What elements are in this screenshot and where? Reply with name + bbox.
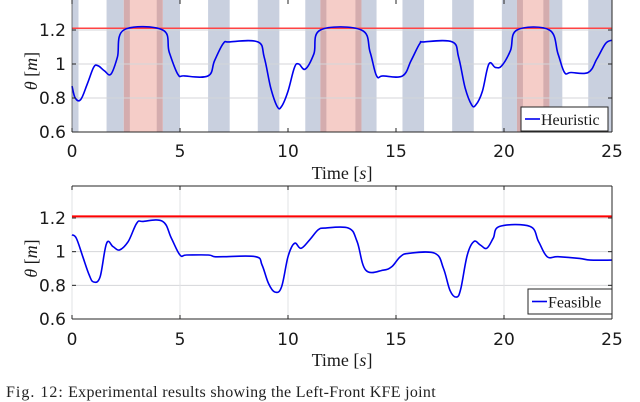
y-tick-label: 0.6	[39, 310, 66, 330]
legend-label: Feasible	[548, 295, 601, 312]
y-axis-label: θ [m]	[21, 239, 41, 277]
red-shaded-region	[123, 0, 163, 132]
y-tick-label: 1.2	[39, 21, 66, 41]
y-tick-label: 0.6	[39, 123, 66, 143]
blue-shaded-region	[402, 0, 425, 132]
x-tick-label: 25	[601, 142, 623, 162]
red-region-edge	[516, 0, 523, 132]
blue-shaded-region	[72, 0, 79, 132]
x-axis-label: Time [s]	[312, 163, 373, 183]
figure-caption: Fig. 12: Experimental results showing th…	[6, 384, 436, 402]
x-tick-label: 0	[67, 330, 78, 350]
red-region-edge	[355, 0, 362, 132]
x-tick-label: 15	[385, 330, 407, 350]
blue-shaded-region	[208, 0, 230, 132]
x-tick-label: 10	[277, 142, 299, 162]
x-tick-label: 15	[385, 142, 407, 162]
red-shaded-region	[320, 0, 362, 132]
blue-shaded-region	[452, 0, 474, 132]
red-region-edge	[320, 0, 327, 132]
feasible-plot: 0 5 10 15 20 25 0.6 0.8 1 1.2 Time [s] θ [m] Feasibl…	[21, 185, 623, 370]
series-line-heuristic	[71, 25, 613, 110]
x-tick-label: 5	[175, 330, 186, 350]
y-axis-label: θ [m]	[21, 52, 41, 90]
y-tick-label: 0.8	[39, 276, 66, 296]
heuristic-plot: 0 5 10 15 20 25 0.6 0.8 1 1.2 Time [s] θ [m] Heurist…	[21, 0, 623, 183]
x-axis-label: Time [s]	[312, 350, 373, 370]
blue-shaded-region	[162, 0, 180, 132]
x-tick-label: 20	[493, 330, 515, 350]
red-region-edge	[123, 0, 130, 132]
series-line-feasible	[71, 219, 613, 298]
y-tick-label: 1	[55, 55, 66, 75]
caption-label: Fig. 12:	[6, 384, 64, 401]
blue-shaded-region	[588, 0, 612, 132]
y-tick-label: 1.2	[39, 209, 66, 229]
legend-label: Heuristic	[541, 112, 600, 129]
y-tick-label: 1	[55, 243, 66, 263]
x-tick-label: 5	[175, 142, 186, 162]
x-tick-label: 25	[601, 330, 623, 350]
red-region-edge	[156, 0, 163, 132]
x-tick-label: 10	[277, 330, 299, 350]
x-tick-label: 20	[493, 142, 515, 162]
red-region-edge	[543, 0, 550, 132]
blue-shaded-region	[257, 0, 280, 132]
y-tick-label: 0.8	[39, 89, 66, 109]
caption-text: Experimental results showing the Left-Fr…	[68, 384, 436, 401]
blue-shaded-region	[501, 0, 517, 132]
x-tick-label: 0	[67, 142, 78, 162]
